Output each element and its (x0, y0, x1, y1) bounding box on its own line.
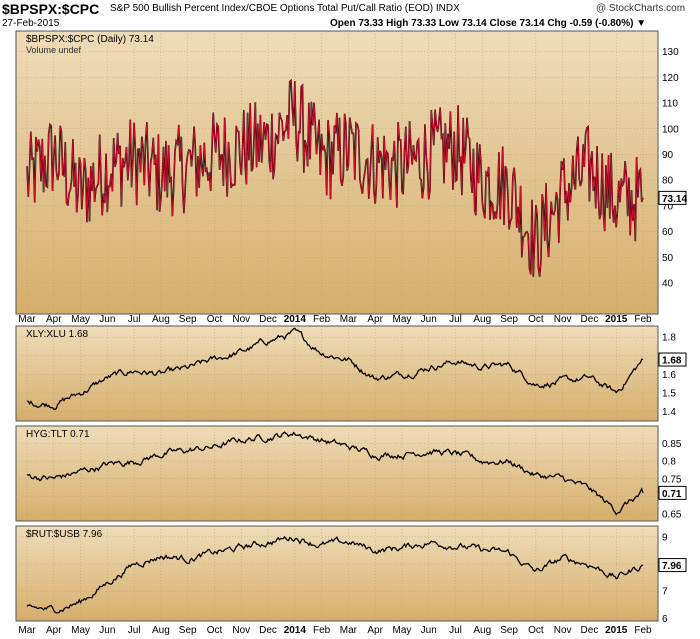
y-tick-label: 80 (662, 176, 674, 187)
last-value-label: 1.68 (662, 356, 682, 367)
y-tick-label: 60 (662, 227, 674, 238)
panel-legend: $BPSPX:$CPC (Daily) 73.14 (26, 34, 154, 45)
symbol-description: S&P 500 Bullish Percent Index/CBOE Optio… (110, 3, 460, 14)
panel-sublegend: Volume undef (26, 45, 82, 55)
quote-summary: Open 73.33 High 73.33 Low 73.14 Close 73… (330, 18, 647, 29)
stockcharts-credit: @ StockCharts.com (596, 3, 686, 14)
x-tick-label: Sep (500, 314, 518, 325)
x-tick-label: 2015 (605, 625, 628, 636)
y-tick-label: 1.8 (662, 333, 676, 344)
x-tick-label: Jun (99, 314, 115, 325)
x-tick-label: Jul (449, 314, 462, 325)
y-tick-label: 90 (662, 150, 674, 161)
panel-background (15, 425, 659, 522)
x-tick-label: Mar (18, 314, 36, 325)
y-tick-label: 120 (662, 73, 679, 84)
series-line (27, 327, 644, 411)
x-tick-label: May (71, 625, 90, 636)
x-tick-label: Jun (421, 314, 437, 325)
chart-date: 27-Feb-2015 (2, 18, 60, 29)
x-tick-label: Nov (554, 625, 572, 636)
x-tick-label: May (393, 314, 412, 325)
y-tick-label: 1.5 (662, 389, 676, 400)
last-value-box (658, 190, 687, 205)
x-tick-label: Apr (367, 314, 383, 325)
x-tick-label: Feb (313, 314, 331, 325)
x-tick-label: Nov (554, 314, 572, 325)
x-tick-label: Oct (528, 625, 544, 636)
x-tick-label: Dec (581, 314, 599, 325)
x-tick-label: Oct (528, 314, 544, 325)
y-tick-label: 0.85 (662, 439, 682, 450)
panel-legend: $RUT:$USB 7.96 (26, 529, 103, 540)
y-tick-label: 6 (662, 614, 668, 625)
x-tick-label: Dec (581, 625, 599, 636)
last-value-box (658, 485, 687, 500)
x-tick-label: 2015 (605, 314, 628, 325)
x-tick-label: Jun (421, 625, 437, 636)
x-tick-label: Apr (46, 314, 62, 325)
x-tick-label: 2014 (284, 314, 307, 325)
y-tick-label: 1.4 (662, 407, 676, 418)
x-tick-label: May (393, 625, 412, 636)
panel-background (15, 525, 659, 622)
series-line (26, 79, 644, 277)
x-tick-label: Dec (259, 625, 277, 636)
x-tick-label: Apr (46, 625, 62, 636)
x-tick-label: Apr (367, 625, 383, 636)
y-tick-label: 130 (662, 47, 679, 58)
x-tick-label: Mar (340, 314, 358, 325)
x-tick-label: Mar (340, 625, 358, 636)
x-tick-label: Aug (152, 625, 170, 636)
x-tick-label: 2014 (284, 625, 307, 636)
y-tick-label: 50 (662, 253, 674, 264)
y-tick-label: 0.65 (662, 509, 682, 520)
y-tick-label: 0.75 (662, 474, 682, 485)
last-value-label: 7.96 (662, 561, 682, 572)
last-value-box (658, 352, 687, 367)
x-tick-label: May (71, 314, 90, 325)
x-tick-label: Jul (128, 625, 141, 636)
x-tick-label: Jun (99, 625, 115, 636)
series-line (26, 535, 644, 614)
x-tick-label: Aug (473, 625, 491, 636)
panel-3: 6789$RUT:$USB 7.967.96 (15, 525, 687, 625)
x-tick-label: Nov (232, 625, 250, 636)
x-tick-label: Sep (179, 314, 197, 325)
x-tick-label: Feb (634, 314, 652, 325)
series-line (26, 431, 644, 516)
y-tick-label: 70 (662, 201, 674, 212)
y-tick-label: 110 (662, 99, 678, 110)
last-value-box (658, 558, 687, 573)
x-tick-label: Aug (473, 314, 491, 325)
x-tick-label: Oct (207, 625, 223, 636)
x-tick-label: Feb (634, 625, 652, 636)
x-tick-label: Oct (207, 314, 223, 325)
y-tick-label: 7 (662, 587, 668, 598)
x-tick-label: Aug (152, 314, 170, 325)
panel-legend: HYG:TLT 0.71 (26, 429, 90, 440)
y-tick-label: 1.6 (662, 370, 676, 381)
symbol-title: $BPSPX:$CPC (2, 1, 100, 17)
panel-legend: XLY:XLU 1.68 (26, 329, 89, 340)
x-tick-label: Sep (500, 625, 518, 636)
x-tick-label: Mar (18, 625, 36, 636)
last-value-label: 0.71 (662, 489, 682, 500)
y-tick-label: 100 (662, 124, 679, 135)
x-tick-label: Feb (313, 625, 331, 636)
panel-0: 40 50 60 70 80 90 100 110 120 130 $BPSPX:$CPC (Dai… (15, 30, 687, 315)
y-tick-label: 9 (662, 532, 668, 543)
x-tick-label: Dec (259, 314, 277, 325)
x-tick-label: Nov (232, 314, 250, 325)
y-tick-label: 40 (662, 279, 674, 290)
x-tick-label: Jul (449, 625, 462, 636)
x-tick-label: Sep (179, 625, 197, 636)
last-value-label: 73.14 (662, 194, 687, 205)
y-tick-label: 0.8 (662, 457, 676, 468)
x-tick-label: Jul (128, 314, 141, 325)
